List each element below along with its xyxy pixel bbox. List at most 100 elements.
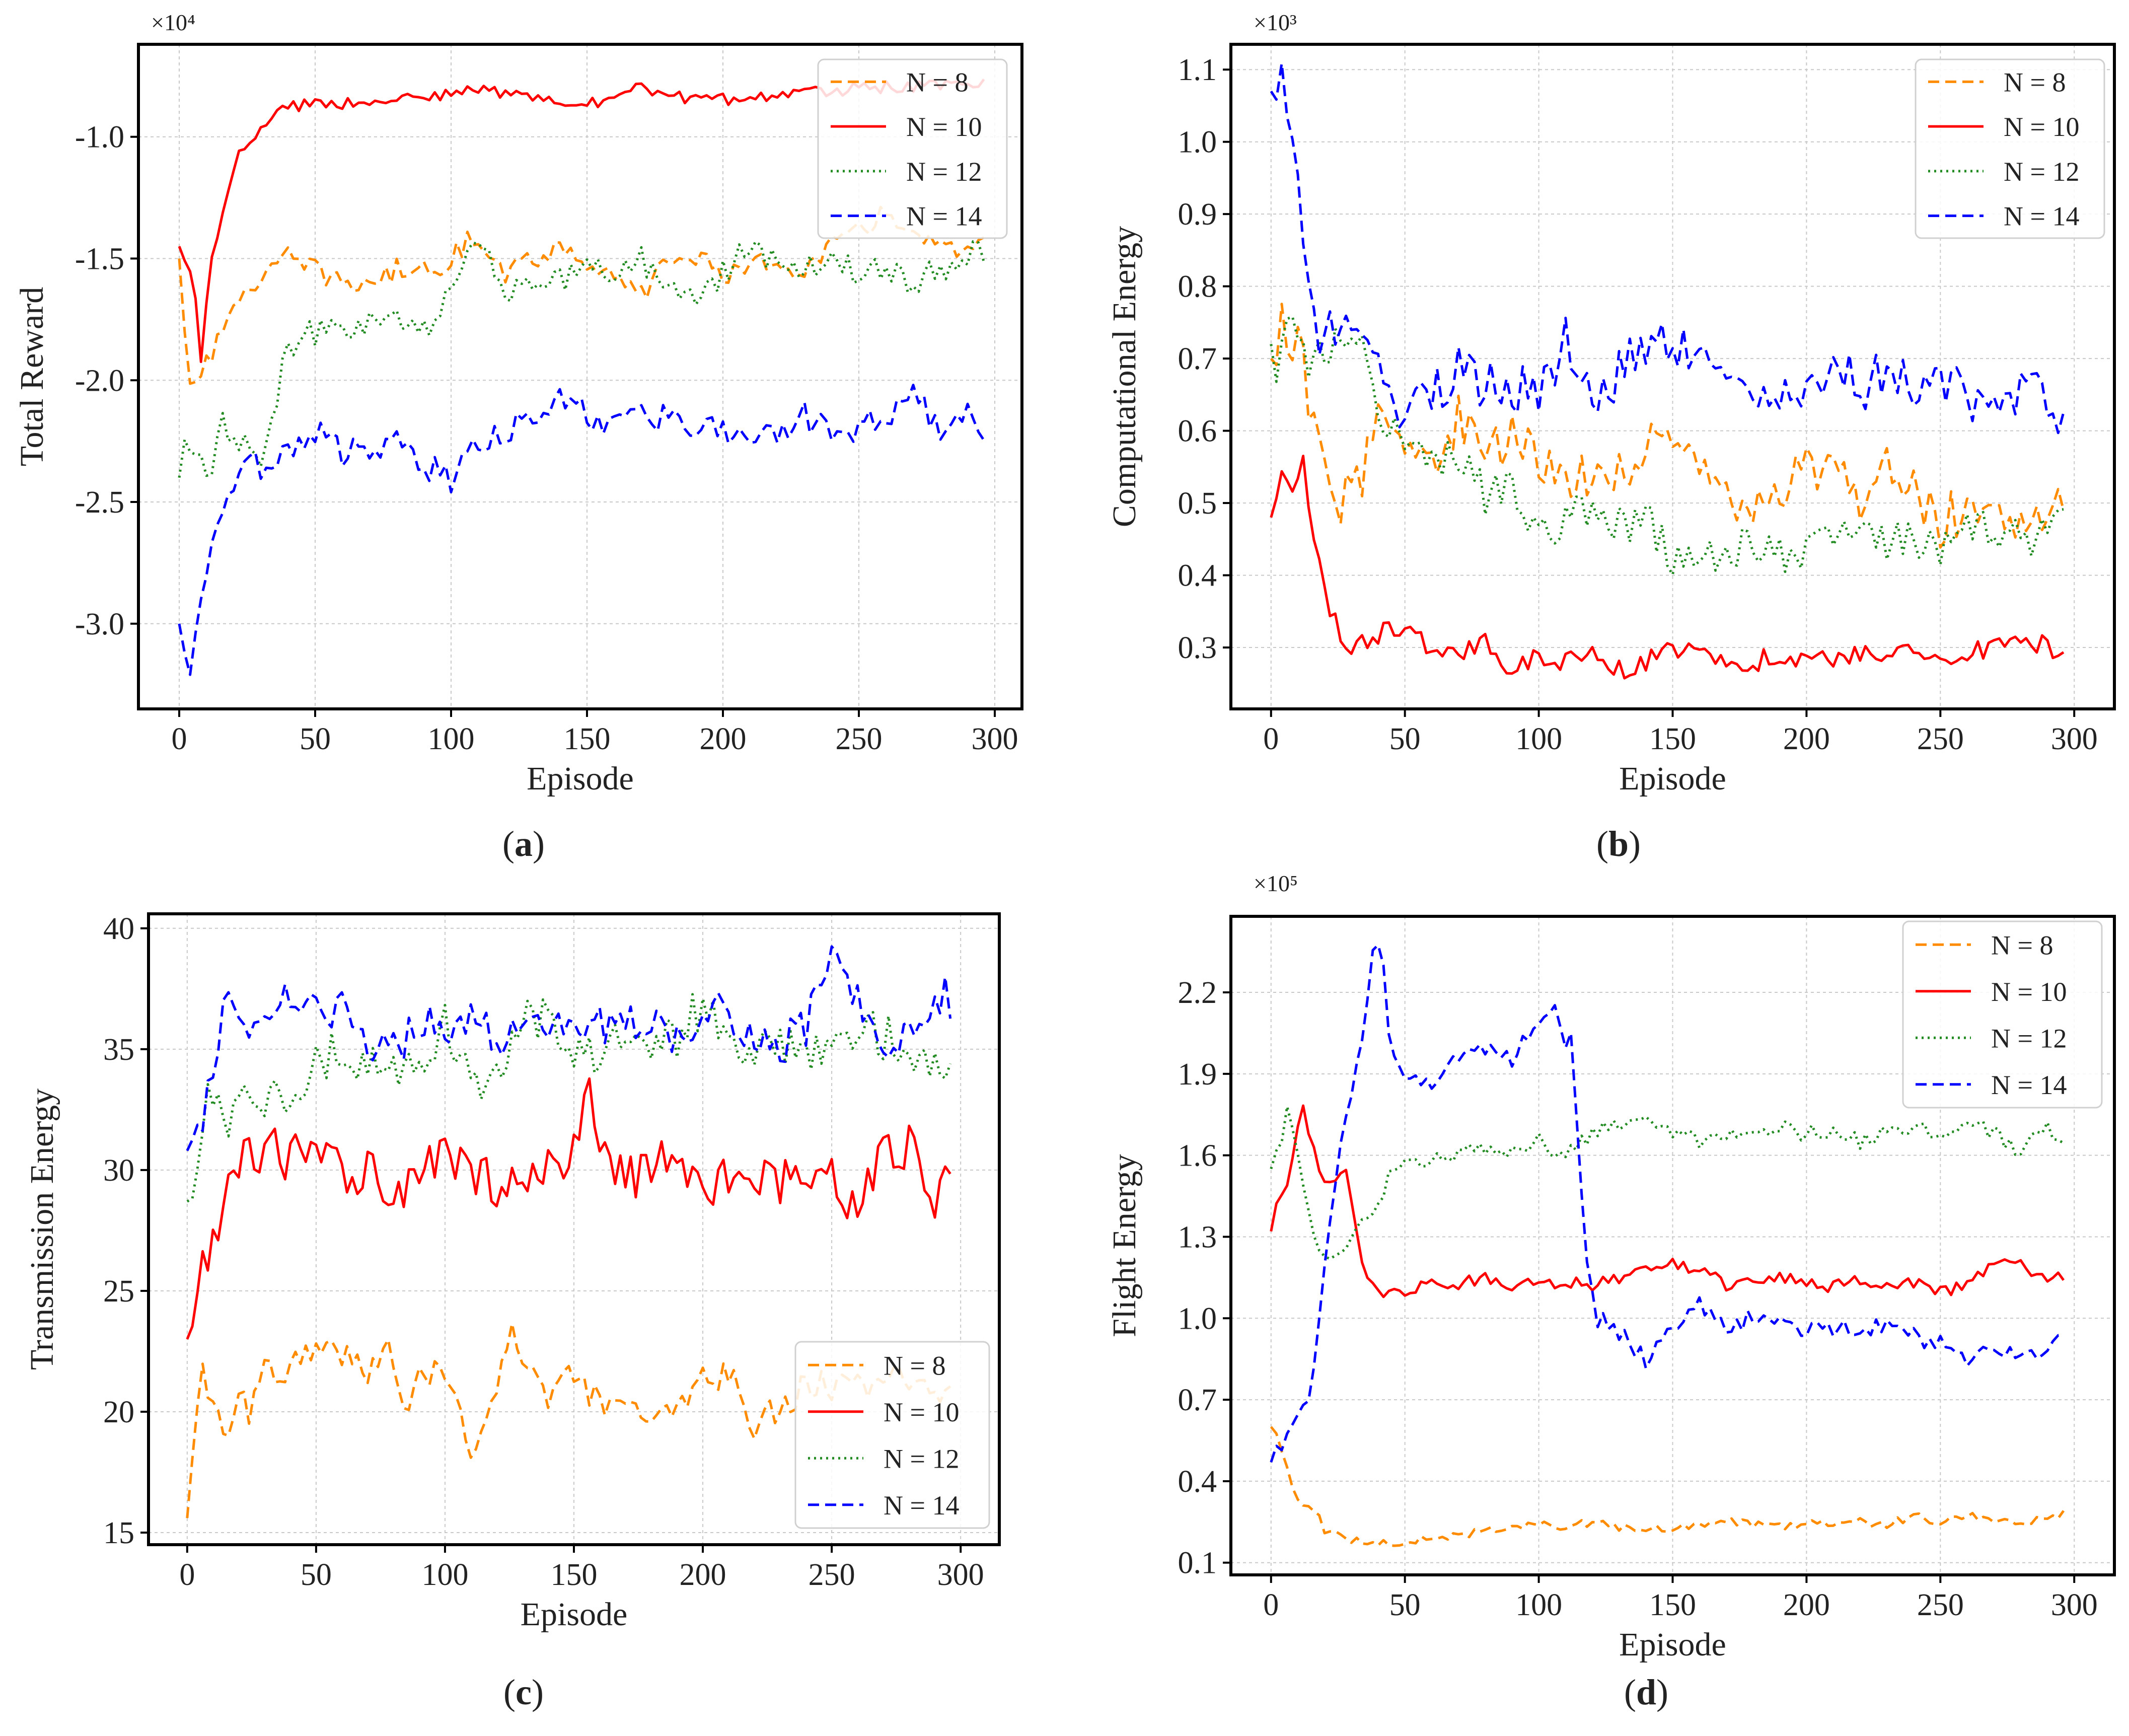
- axis-multiplier: ×10³: [1254, 10, 1297, 35]
- legend-label: N = 12: [906, 157, 982, 187]
- x-tick-label: 0: [172, 722, 187, 756]
- series-line-n-14: [186, 945, 952, 1151]
- y-tick-label: 30: [103, 1153, 134, 1188]
- y-tick-label: 2.2: [1178, 976, 1217, 1010]
- legend-label: N = 10: [884, 1397, 959, 1427]
- legend-label: N = 10: [2004, 112, 2079, 142]
- x-tick-label: 0: [1263, 1588, 1279, 1622]
- x-tick-label: 250: [836, 722, 883, 756]
- y-tick-label: 0.5: [1178, 486, 1217, 521]
- x-tick-label: 50: [301, 1558, 332, 1592]
- caption-close: ): [1629, 824, 1641, 864]
- x-tick-label: 200: [1783, 722, 1830, 756]
- legend-frame: [1902, 920, 2103, 1109]
- y-axis-label: Computational Energy: [1106, 226, 1143, 527]
- legend-label: N = 14: [1991, 1070, 2067, 1100]
- x-tick-label: 200: [700, 722, 747, 756]
- y-axis-label: Flight Energy: [1106, 1154, 1143, 1337]
- legend-label: N = 8: [884, 1350, 945, 1381]
- legend: N = 8 N = 10 N = 12 N = 14: [794, 1341, 990, 1529]
- caption-letter: c: [516, 1672, 532, 1712]
- x-tick-label: 200: [680, 1558, 726, 1592]
- legend-label: N = 10: [1991, 977, 2067, 1007]
- y-tick-label: 1.1: [1178, 53, 1217, 87]
- plot-frame: [137, 43, 1023, 710]
- legend: N = 8 N = 10 N = 12 N = 14: [1902, 920, 2103, 1109]
- legend-label: N = 14: [2004, 201, 2079, 232]
- y-tick-label: 1.0: [1178, 1301, 1217, 1336]
- y-tick-label: 0.4: [1178, 559, 1217, 593]
- y-tick-label: 40: [103, 912, 134, 946]
- x-tick-label: 150: [1649, 1588, 1696, 1622]
- series-line-n-8: [1270, 303, 2065, 549]
- y-axis-label: Total Reward: [14, 287, 50, 466]
- legend: N = 8 N = 10 N = 12 N = 14: [817, 58, 1008, 239]
- series-line-n-12: [1270, 315, 2064, 576]
- caption-close: ): [1656, 1672, 1668, 1712]
- x-tick-label: 0: [1263, 722, 1279, 756]
- legend-frame: [1915, 58, 2105, 239]
- y-tick-label: 35: [103, 1033, 134, 1067]
- series-line-n-14: [1270, 944, 2064, 1463]
- y-tick-label: 0.7: [1178, 342, 1217, 376]
- legend-label: N = 14: [884, 1490, 959, 1521]
- legend-label: N = 12: [884, 1443, 959, 1474]
- y-tick-label: 15: [103, 1516, 134, 1550]
- panel-caption: (c): [503, 1672, 544, 1712]
- caption-letter: d: [1636, 1672, 1656, 1712]
- y-tick-label: 1.0: [1178, 125, 1217, 160]
- y-tick-label: -2.5: [75, 485, 124, 520]
- series-line-n-10: [186, 1077, 951, 1340]
- x-axis-label: Episode: [1619, 1626, 1726, 1663]
- y-tick-label: 0.6: [1178, 414, 1217, 449]
- y-axis-label: Transmission Energy: [24, 1089, 60, 1370]
- x-tick-label: 50: [300, 722, 331, 756]
- x-tick-label: 100: [421, 1558, 468, 1592]
- y-tick-label: 0.4: [1178, 1465, 1217, 1499]
- legend: N = 8 N = 10 N = 12 N = 14: [1915, 58, 2105, 239]
- x-axis-label: Episode: [527, 760, 634, 797]
- x-tick-label: 100: [428, 722, 475, 756]
- series-line-n-10: [1270, 455, 2065, 680]
- y-tick-label: 0.3: [1178, 631, 1217, 665]
- legend-label: N = 8: [2004, 67, 2066, 97]
- axis-multiplier: ×10⁵: [1254, 871, 1298, 896]
- y-tick-label: 20: [103, 1395, 134, 1429]
- series-line-n-14: [178, 384, 985, 676]
- x-tick-label: 250: [1917, 722, 1964, 756]
- panel-caption: (b): [1596, 824, 1641, 864]
- axis-multiplier: ×10⁴: [151, 10, 195, 35]
- legend-frame: [794, 1341, 990, 1529]
- legend-frame: [817, 58, 1008, 239]
- panel-caption: (a): [502, 824, 545, 864]
- caption-letter: a: [515, 824, 533, 864]
- x-tick-label: 100: [1515, 722, 1562, 756]
- x-tick-label: 0: [179, 1558, 195, 1592]
- y-tick-label: 0.8: [1178, 270, 1217, 304]
- series-line-n-12: [1270, 1105, 2065, 1260]
- chart-panel-a: 0 50 100 150 200 250 300 -3.0 -2.5 -2.0 -1.5 -1.0 Ep…: [14, 10, 1023, 864]
- x-tick-label: 300: [2051, 1588, 2098, 1622]
- legend-label: N = 8: [906, 67, 968, 97]
- x-tick-label: 250: [1917, 1588, 1964, 1622]
- y-tick-label: -1.0: [75, 120, 124, 155]
- x-tick-label: 200: [1783, 1588, 1830, 1622]
- y-tick-label: -1.5: [75, 242, 124, 276]
- y-tick-label: 1.9: [1178, 1057, 1217, 1092]
- x-tick-label: 250: [809, 1558, 855, 1592]
- x-tick-label: 150: [1649, 722, 1696, 756]
- caption-close: ): [533, 824, 545, 864]
- x-tick-label: 150: [564, 722, 611, 756]
- chart-panel-b: 0 50 100 150 200 250 300 0.3 0.4 0.5 0.6 0.7 0.8 0.9 1…: [1106, 10, 2116, 864]
- y-tick-label: 0.1: [1178, 1546, 1217, 1580]
- panel-caption: (d): [1624, 1672, 1668, 1712]
- y-tick-label: 1.6: [1178, 1139, 1217, 1173]
- y-tick-label: 1.3: [1178, 1220, 1217, 1254]
- caption-close: ): [532, 1672, 544, 1712]
- series-line-n-10: [1270, 1104, 2065, 1298]
- x-tick-label: 300: [972, 722, 1018, 756]
- y-tick-label: 25: [103, 1274, 134, 1309]
- legend-label: N = 12: [2004, 157, 2079, 187]
- legend-label: N = 12: [1991, 1023, 2067, 1053]
